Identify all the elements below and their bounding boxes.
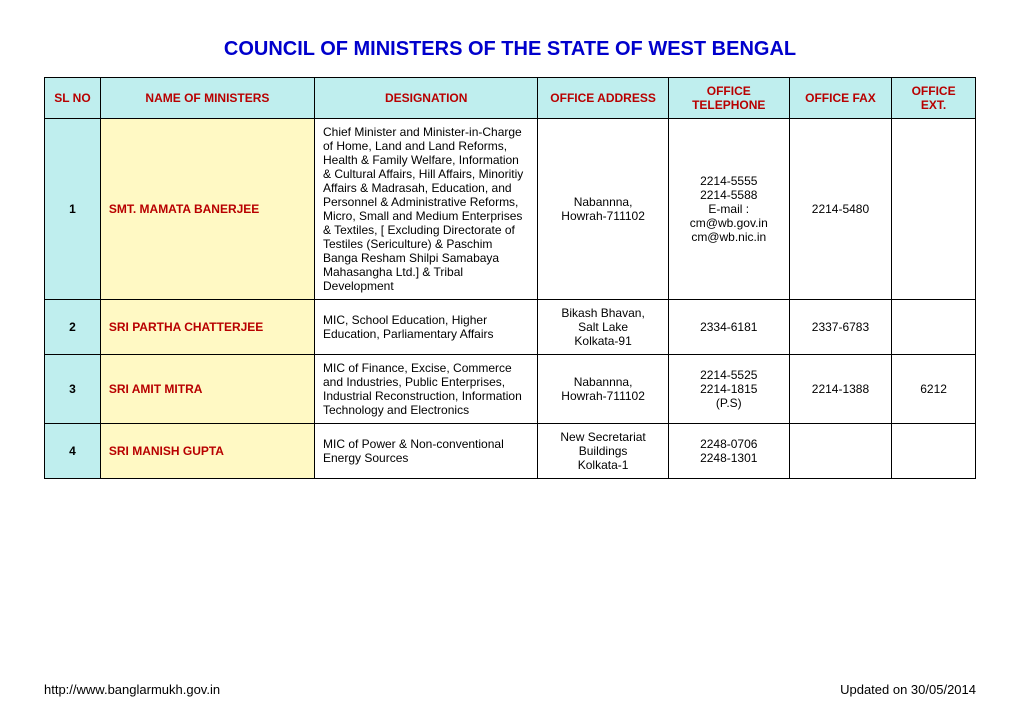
cell-office-fax: 2214-1388 xyxy=(789,355,891,424)
cell-office-telephone: 2334-6181 xyxy=(668,300,789,355)
cell-office-fax xyxy=(789,424,891,479)
page-title: COUNCIL OF MINISTERS OF THE STATE OF WES… xyxy=(44,38,976,61)
cell-office-address: Nabannna,Howrah-711102 xyxy=(538,119,668,300)
cell-minister-name: SRI PARTHA CHATTERJEE xyxy=(100,300,314,355)
table-header-cell: SL NO xyxy=(45,78,101,119)
cell-slno: 2 xyxy=(45,300,101,355)
cell-office-fax: 2214-5480 xyxy=(789,119,891,300)
cell-office-ext xyxy=(892,300,976,355)
ministers-table: SL NONAME OF MINISTERSDESIGNATIONOFFICE … xyxy=(44,77,976,479)
cell-minister-name: SRI MANISH GUPTA xyxy=(100,424,314,479)
table-header-cell: DESIGNATION xyxy=(314,78,537,119)
cell-office-ext xyxy=(892,424,976,479)
cell-minister-name: SMT. MAMATA BANERJEE xyxy=(100,119,314,300)
cell-office-ext xyxy=(892,119,976,300)
cell-designation: MIC, School Education, Higher Education,… xyxy=(314,300,537,355)
cell-designation: Chief Minister and Minister-in-Charge of… xyxy=(314,119,537,300)
table-row: 2SRI PARTHA CHATTERJEEMIC, School Educat… xyxy=(45,300,976,355)
cell-office-telephone: 2214-55252214-1815(P.S) xyxy=(668,355,789,424)
cell-designation: MIC of Power & Non-conventional Energy S… xyxy=(314,424,537,479)
cell-minister-name: SRI AMIT MITRA xyxy=(100,355,314,424)
cell-slno: 1 xyxy=(45,119,101,300)
table-row: 3SRI AMIT MITRAMIC of Finance, Excise, C… xyxy=(45,355,976,424)
cell-office-fax: 2337-6783 xyxy=(789,300,891,355)
cell-slno: 4 xyxy=(45,424,101,479)
table-header-row: SL NONAME OF MINISTERSDESIGNATIONOFFICE … xyxy=(45,78,976,119)
cell-office-telephone: 2214-55552214-5588E-mail :cm@wb.gov.incm… xyxy=(668,119,789,300)
table-header-cell: OFFICE FAX xyxy=(789,78,891,119)
table-header-cell: OFFICE EXT. xyxy=(892,78,976,119)
cell-slno: 3 xyxy=(45,355,101,424)
table-row: 1SMT. MAMATA BANERJEEChief Minister and … xyxy=(45,119,976,300)
document-page: COUNCIL OF MINISTERS OF THE STATE OF WES… xyxy=(0,0,1020,721)
cell-office-address: New SecretariatBuildingsKolkata-1 xyxy=(538,424,668,479)
cell-office-ext: 6212 xyxy=(892,355,976,424)
table-header-cell: NAME OF MINISTERS xyxy=(100,78,314,119)
table-row: 4SRI MANISH GUPTAMIC of Power & Non-conv… xyxy=(45,424,976,479)
table-header-cell: OFFICE TELEPHONE xyxy=(668,78,789,119)
cell-office-address: Bikash Bhavan,Salt LakeKolkata-91 xyxy=(538,300,668,355)
cell-office-telephone: 2248-07062248-1301 xyxy=(668,424,789,479)
table-body: 1SMT. MAMATA BANERJEEChief Minister and … xyxy=(45,119,976,479)
cell-office-address: Nabannna,Howrah-711102 xyxy=(538,355,668,424)
footer-url: http://www.banglarmukh.gov.in xyxy=(44,682,220,697)
page-footer: http://www.banglarmukh.gov.in Updated on… xyxy=(44,682,976,697)
table-header-cell: OFFICE ADDRESS xyxy=(538,78,668,119)
cell-designation: MIC of Finance, Excise, Commerce and Ind… xyxy=(314,355,537,424)
footer-updated: Updated on 30/05/2014 xyxy=(840,682,976,697)
